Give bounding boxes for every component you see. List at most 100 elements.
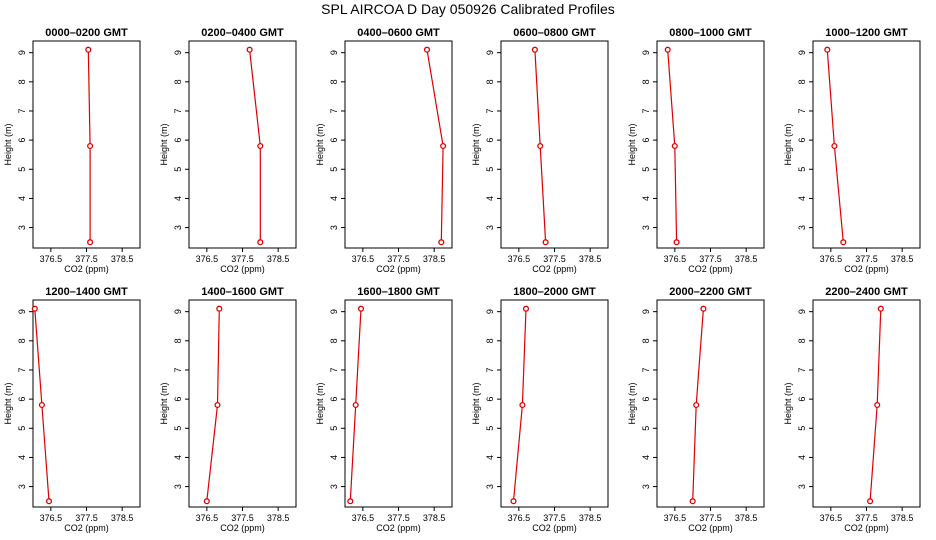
data-point	[31, 305, 38, 312]
y-tick-label: 3	[173, 484, 183, 489]
x-tick-label: 377.5	[699, 513, 722, 523]
data-point	[352, 401, 359, 409]
data-point	[831, 142, 838, 150]
y-tick-label: 8	[485, 338, 495, 343]
y-tick-label: 9	[797, 50, 807, 55]
data-point	[87, 142, 94, 150]
y-axis-label: Height (m)	[159, 382, 169, 424]
y-tick-label: 7	[797, 367, 807, 372]
data-point	[257, 239, 264, 246]
data-point	[519, 401, 526, 409]
y-tick-label: 9	[641, 309, 651, 314]
plot-frame	[344, 299, 453, 508]
y-tick-label: 6	[17, 397, 27, 402]
y-tick-label: 6	[173, 138, 183, 143]
x-tick-label: 377.5	[543, 513, 566, 523]
y-tick-label: 7	[485, 367, 495, 372]
y-tick-label: 3	[797, 225, 807, 230]
x-tick-label: 378.5	[735, 513, 758, 523]
y-axis-label: Height (m)	[159, 123, 169, 165]
y-tick-label: 9	[17, 50, 27, 55]
x-axis-label: CO2 (ppm)	[376, 523, 421, 533]
x-tick-label: 377.5	[387, 254, 410, 264]
x-tick-label: 378.5	[579, 254, 602, 264]
x-tick-label: 378.5	[579, 513, 602, 523]
y-tick-label: 9	[329, 50, 339, 55]
y-axis-label: Height (m)	[627, 123, 637, 165]
data-point	[671, 142, 678, 150]
y-tick-label: 7	[641, 108, 651, 113]
y-tick-label: 8	[797, 338, 807, 343]
y-tick-label: 3	[173, 225, 183, 230]
data-point	[246, 46, 253, 53]
panel-title: 1200–1400 GMT	[45, 286, 128, 298]
x-tick-label: 378.5	[891, 254, 914, 264]
y-tick-label: 7	[641, 367, 651, 372]
data-point	[203, 498, 210, 505]
panel-title: 0600–0800 GMT	[513, 27, 596, 39]
x-tick-label: 376.5	[820, 254, 843, 264]
y-tick-label: 4	[173, 455, 183, 460]
y-tick-label: 5	[485, 426, 495, 431]
y-axis-label: Height (m)	[783, 382, 793, 424]
y-tick-label: 3	[485, 225, 495, 230]
x-axis-label: CO2 (ppm)	[844, 264, 889, 274]
data-point	[522, 305, 530, 312]
y-tick-label: 5	[329, 167, 339, 172]
data-point	[824, 46, 831, 53]
plot-frame	[812, 299, 921, 508]
x-tick-label: 378.5	[267, 513, 290, 523]
y-tick-label: 7	[485, 108, 495, 113]
y-tick-label: 5	[641, 426, 651, 431]
y-tick-label: 3	[329, 225, 339, 230]
x-tick-label: 377.5	[231, 254, 254, 264]
data-point	[531, 46, 538, 53]
panel-title: 0800–1000 GMT	[669, 27, 752, 39]
x-tick-label: 377.5	[543, 254, 566, 264]
x-tick-label: 376.5	[196, 513, 219, 523]
x-tick-label: 378.5	[267, 254, 290, 264]
data-point	[874, 401, 881, 409]
y-axis-label: Height (m)	[315, 123, 325, 165]
y-tick-label: 5	[797, 426, 807, 431]
x-tick-label: 377.5	[387, 513, 410, 523]
y-tick-label: 6	[797, 397, 807, 402]
data-point	[689, 498, 696, 505]
x-tick-label: 378.5	[891, 513, 914, 523]
x-tick-label: 377.5	[75, 254, 98, 264]
x-axis-label: CO2 (ppm)	[688, 523, 733, 533]
y-tick-label: 3	[641, 225, 651, 230]
x-axis-label: CO2 (ppm)	[532, 264, 577, 274]
x-axis-label: CO2 (ppm)	[64, 523, 109, 533]
y-tick-label: 9	[797, 309, 807, 314]
y-tick-label: 8	[641, 79, 651, 84]
x-tick-label: 376.5	[352, 254, 375, 264]
data-point	[664, 46, 671, 53]
y-tick-label: 4	[485, 196, 495, 201]
x-axis-label: CO2 (ppm)	[688, 264, 733, 274]
y-tick-label: 6	[329, 397, 339, 402]
x-tick-label: 377.5	[75, 513, 98, 523]
y-tick-label: 9	[329, 309, 339, 314]
y-tick-label: 6	[641, 397, 651, 402]
data-point	[440, 142, 447, 150]
x-tick-label: 377.5	[855, 513, 878, 523]
data-point	[537, 142, 544, 150]
x-tick-label: 376.5	[352, 513, 375, 523]
plot-frame	[656, 299, 765, 508]
x-tick-label: 376.5	[40, 254, 63, 264]
data-point	[85, 46, 92, 53]
y-tick-label: 6	[17, 138, 27, 143]
x-axis-label: CO2 (ppm)	[220, 264, 265, 274]
y-tick-label: 3	[17, 225, 27, 230]
x-tick-label: 377.5	[231, 513, 254, 523]
y-tick-label: 4	[329, 196, 339, 201]
panel-title: 1000–1200 GMT	[825, 27, 908, 39]
